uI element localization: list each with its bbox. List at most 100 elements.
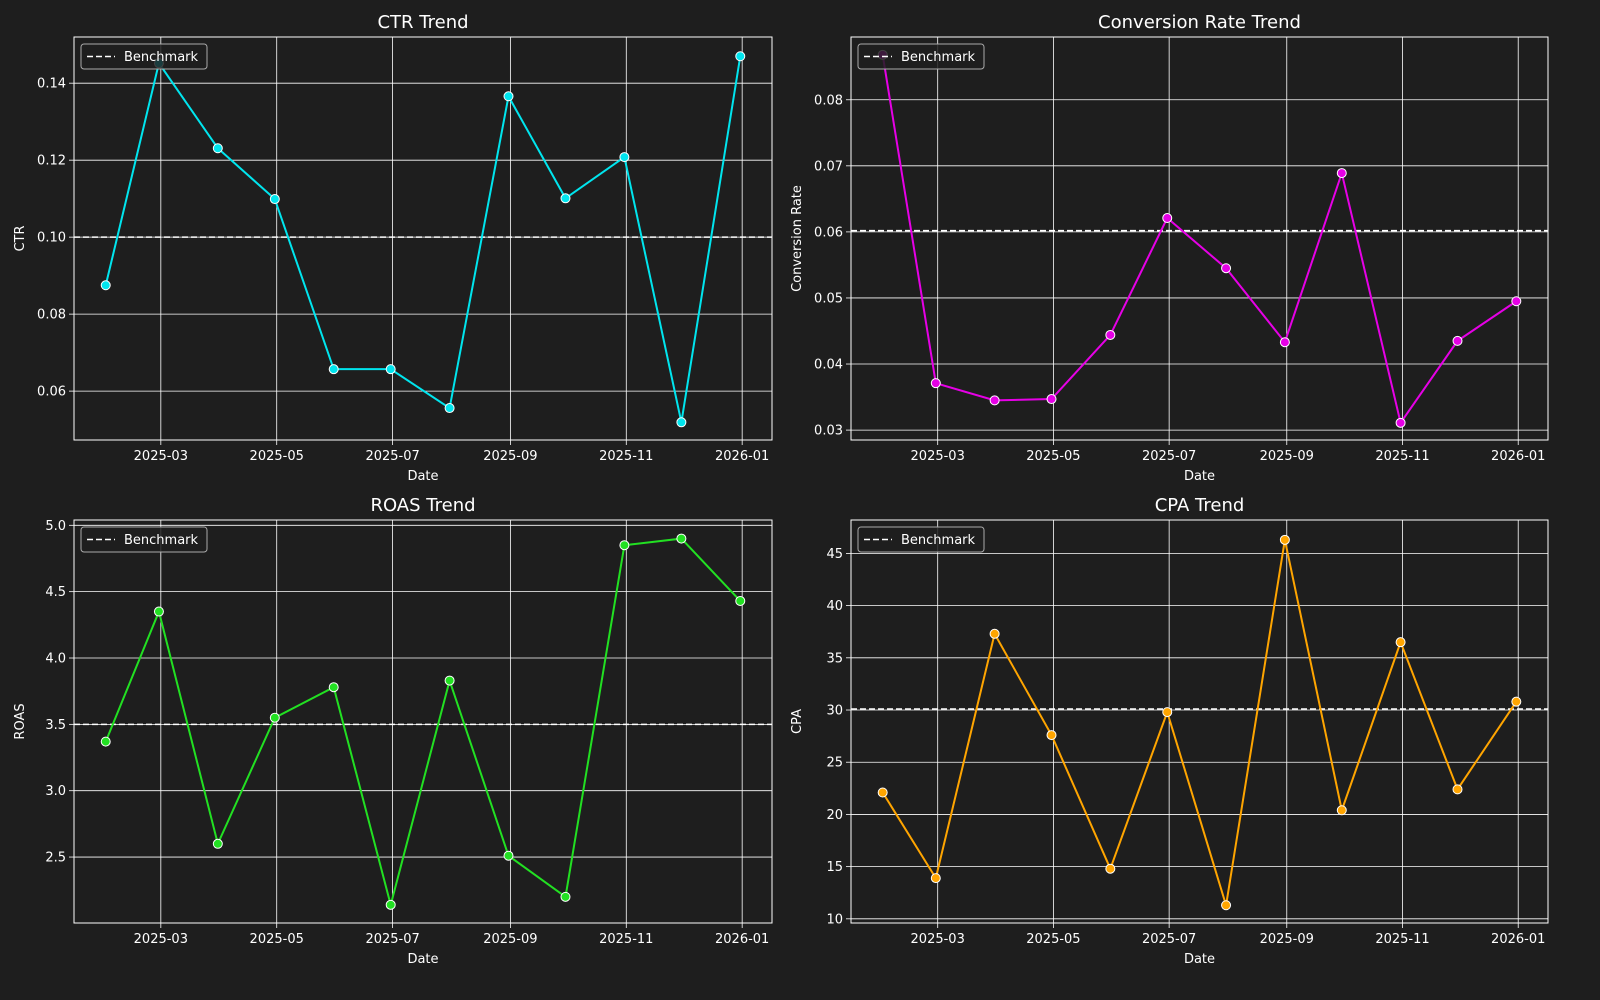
data-point <box>1511 296 1522 307</box>
data-point <box>619 152 630 163</box>
subplot-4: 2025-03 2025-05 2025-07 2025-09 2025-11 2026-… <box>790 495 1549 967</box>
data-point <box>212 838 223 849</box>
legend-label: Benchmark <box>124 533 199 548</box>
y-tick-label: 0.14 <box>37 77 66 92</box>
data-point <box>1046 394 1057 405</box>
x-tick-label: 2025-11 <box>1375 449 1429 464</box>
x-tick-label: 2025-11 <box>599 449 653 464</box>
data-point <box>503 91 514 102</box>
plot-area <box>850 519 1549 924</box>
data-point <box>877 787 888 798</box>
y-tick-label: 2.5 <box>45 851 66 866</box>
y-tick-label: 0.06 <box>814 225 843 240</box>
y-axis-label: ROAS <box>13 703 28 739</box>
subplot-2: 2025-03 2025-05 2025-07 2025-09 2025-11 2026-… <box>790 12 1549 484</box>
legend-label: Benchmark <box>901 50 976 65</box>
data-point <box>1162 213 1173 224</box>
x-tick-label: 2025-03 <box>134 932 188 947</box>
y-tick-label: 20 <box>826 808 843 823</box>
legend-box <box>80 43 208 70</box>
legend: Benchmark <box>857 526 985 553</box>
data-point <box>269 712 280 723</box>
y-tick-label: 25 <box>826 756 843 771</box>
x-tick-label: 2025-11 <box>1375 932 1429 947</box>
data-point <box>1279 534 1290 545</box>
x-tick-label: 2025-07 <box>1142 932 1196 947</box>
data-point <box>503 850 514 861</box>
data-point <box>100 280 111 291</box>
series-line <box>881 539 1518 906</box>
data-point <box>1395 637 1406 648</box>
x-tick-label: 2026-01 <box>1491 932 1545 947</box>
x-tick-label: 2025-09 <box>483 449 537 464</box>
data-point <box>269 194 280 205</box>
series-line <box>104 56 742 423</box>
data-point <box>735 595 746 606</box>
x-axis-label: Date <box>407 952 438 967</box>
data-point <box>1105 863 1116 874</box>
legend: Benchmark <box>80 526 208 553</box>
data-point <box>1511 696 1522 707</box>
y-tick-label: 40 <box>826 599 843 614</box>
x-tick-label: 2025-03 <box>911 449 965 464</box>
y-tick-label: 10 <box>826 912 843 927</box>
data-point <box>385 899 396 910</box>
x-tick-label: 2025-07 <box>365 449 419 464</box>
y-tick-label: 0.06 <box>37 385 66 400</box>
x-tick-label: 2025-05 <box>1026 449 1080 464</box>
y-tick-label: 45 <box>826 547 843 562</box>
y-tick-label: 0.12 <box>37 154 66 169</box>
data-point <box>560 891 571 902</box>
y-tick-label: 3.0 <box>45 784 66 799</box>
data-point <box>444 403 455 414</box>
subplot-title: Conversion Rate Trend <box>1098 12 1301 33</box>
data-point <box>100 736 111 747</box>
y-tick-label: 30 <box>826 704 843 719</box>
x-tick-label: 2026-01 <box>715 449 769 464</box>
subplot-3: 2025-03 2025-05 2025-07 2025-09 2025-11 2026-… <box>13 495 773 967</box>
y-tick-label: 4.0 <box>45 652 66 667</box>
subplot-1: 2025-03 2025-05 2025-07 2025-09 2025-11 2026-… <box>13 12 773 484</box>
y-axis-label: Conversion Rate <box>790 185 805 292</box>
y-axis-label: CPA <box>790 709 805 734</box>
data-point <box>1105 329 1116 340</box>
y-tick-label: 5.0 <box>45 519 66 534</box>
x-axis-label: Date <box>407 469 438 484</box>
y-tick-label: 0.04 <box>814 358 843 373</box>
x-tick-label: 2026-01 <box>1491 449 1545 464</box>
x-tick-label: 2025-05 <box>250 932 304 947</box>
data-point <box>1336 805 1347 816</box>
data-point <box>1046 730 1057 741</box>
legend-box <box>80 526 208 553</box>
data-point <box>212 143 223 154</box>
data-point <box>930 873 941 884</box>
x-tick-label: 2025-09 <box>1260 449 1314 464</box>
legend: Benchmark <box>857 43 985 70</box>
plot-area <box>850 36 1549 441</box>
x-tick-label: 2025-07 <box>1142 449 1196 464</box>
data-point <box>1221 900 1232 911</box>
data-point <box>989 395 1000 406</box>
data-point <box>444 675 455 686</box>
series-line <box>104 537 741 909</box>
x-tick-label: 2025-09 <box>483 932 537 947</box>
y-tick-label: 3.5 <box>45 718 66 733</box>
data-point <box>1221 263 1232 274</box>
data-point <box>1395 417 1406 428</box>
data-point <box>1452 335 1463 346</box>
legend-box <box>857 526 985 553</box>
legend-box <box>857 43 985 70</box>
subplot-title: CTR Trend <box>377 12 468 33</box>
x-tick-label: 2026-01 <box>715 932 769 947</box>
y-tick-label: 0.08 <box>37 308 66 323</box>
plot-area <box>73 519 773 924</box>
data-point <box>989 628 1000 639</box>
x-tick-label: 2025-05 <box>250 449 304 464</box>
plot-area <box>73 36 773 441</box>
subplot-title: ROAS Trend <box>370 495 475 516</box>
legend-label: Benchmark <box>124 50 199 65</box>
y-tick-label: 15 <box>826 860 843 875</box>
data-point <box>328 364 339 375</box>
x-tick-label: 2025-09 <box>1260 932 1314 947</box>
